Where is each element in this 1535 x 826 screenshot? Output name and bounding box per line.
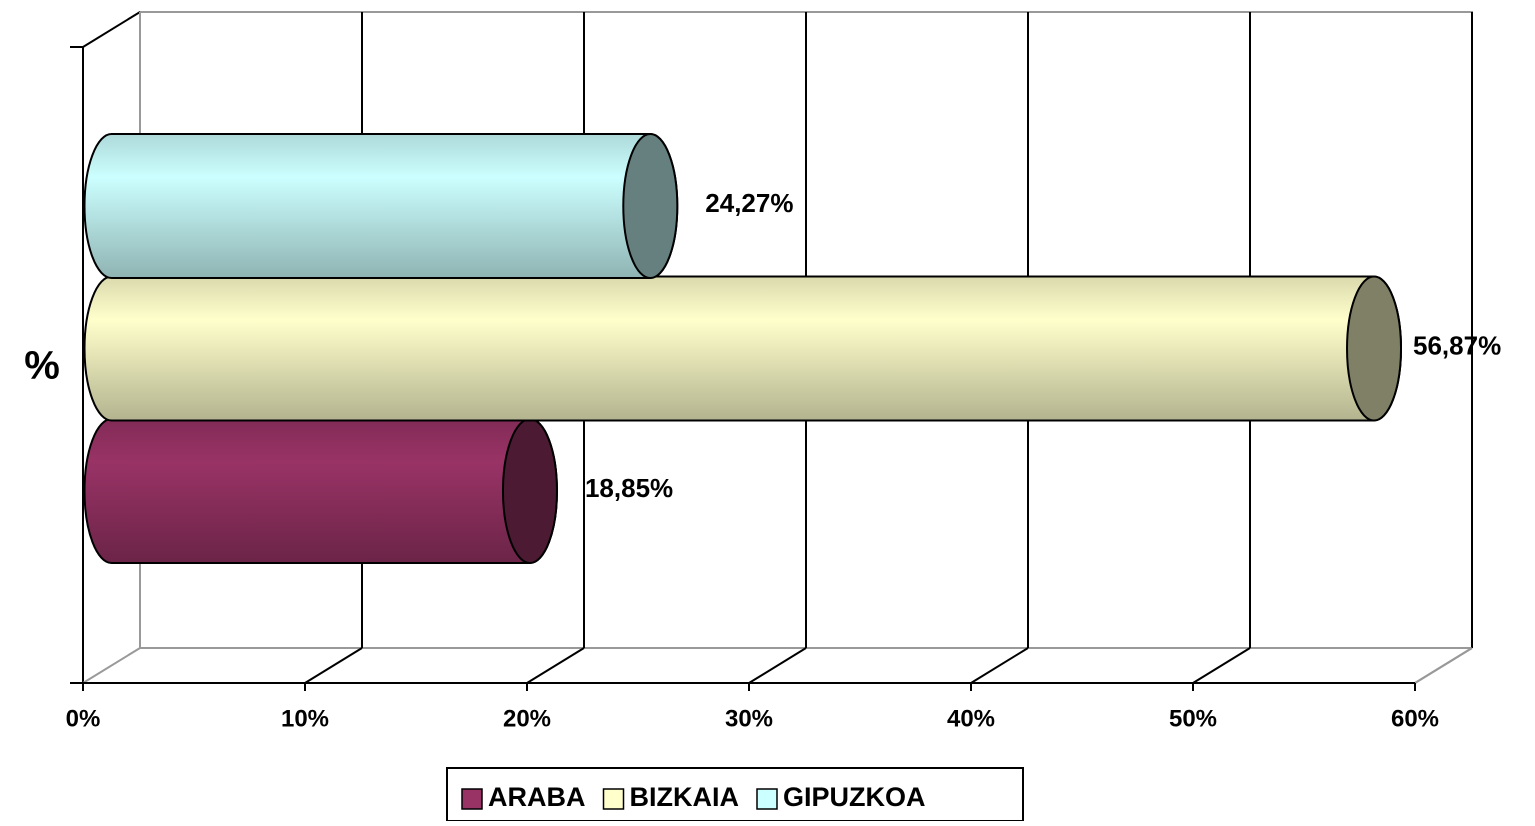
grid-line-floor <box>1414 647 1473 684</box>
grid-line-floor <box>1192 647 1251 684</box>
x-tick-label: 40% <box>947 705 995 732</box>
x-tick-label: 20% <box>503 705 551 732</box>
cylinder <box>83 275 1403 422</box>
x-tick-label: 60% <box>1391 705 1439 732</box>
x-tick-label: 50% <box>1169 705 1217 732</box>
x-tick-label: 10% <box>281 705 329 732</box>
legend-label: ARABA <box>488 782 586 812</box>
value-label: 24,27% <box>705 188 793 218</box>
legend-swatch <box>461 788 483 810</box>
grid-line-floor <box>970 647 1029 684</box>
x-tick-label: 30% <box>725 705 773 732</box>
value-label: 56,87% <box>1413 330 1501 360</box>
cylinder-cap <box>1346 275 1403 422</box>
x-tick-label: 0% <box>66 705 101 732</box>
axis-edge <box>82 11 141 48</box>
cylinder-cap <box>501 418 558 564</box>
floor-edge <box>82 647 141 684</box>
grid-line-floor <box>304 647 363 684</box>
grid-line-floor <box>526 647 585 684</box>
cylinder <box>83 418 558 564</box>
cylinder-cap <box>622 133 679 279</box>
grid-line-floor <box>748 647 807 684</box>
legend-label: GIPUZKOA <box>783 782 926 812</box>
cylinder <box>83 133 679 279</box>
value-label: 18,85% <box>585 473 673 503</box>
category-label: % <box>24 344 60 388</box>
legend-swatch <box>756 788 778 810</box>
legend-label: BIZKAIA <box>630 782 740 812</box>
legend-swatch <box>602 788 625 810</box>
